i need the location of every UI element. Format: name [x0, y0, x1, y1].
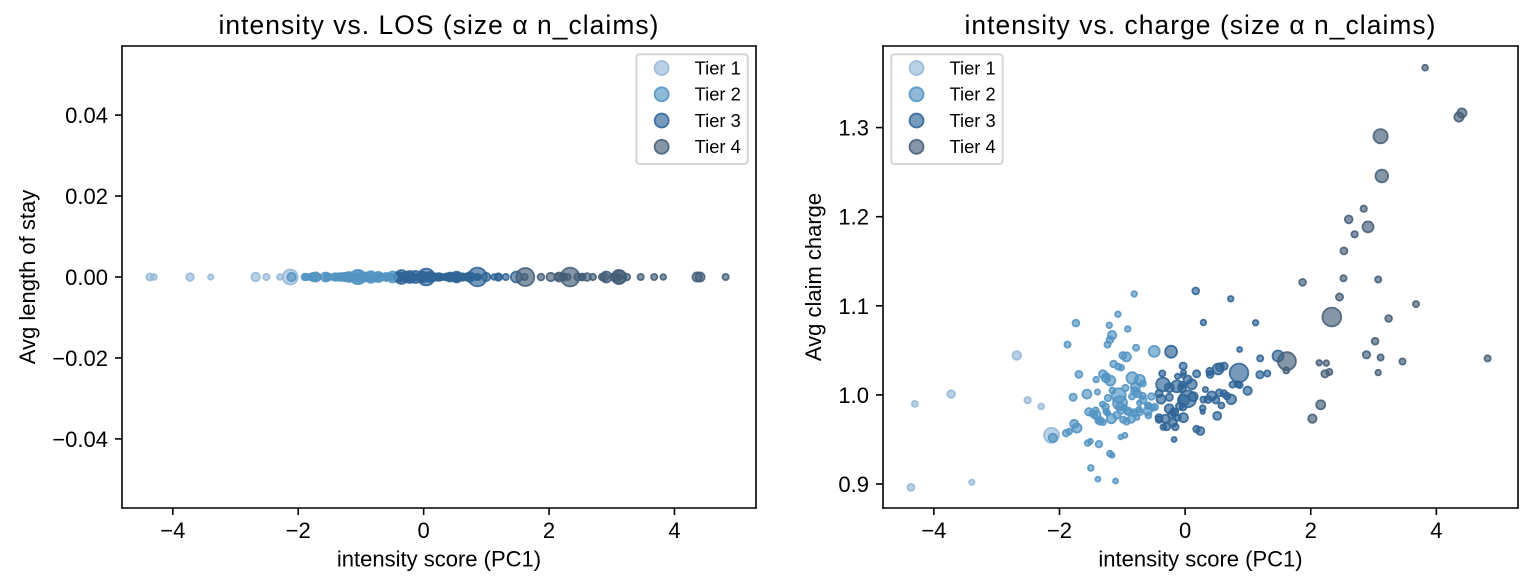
svg-text:Tier 2: Tier 2 — [950, 84, 996, 105]
svg-text:0.02: 0.02 — [65, 184, 108, 209]
svg-text:−0.02: −0.02 — [52, 346, 108, 371]
svg-text:Avg length of stay: Avg length of stay — [15, 190, 40, 365]
svg-text:Tier 4: Tier 4 — [695, 136, 741, 157]
svg-text:intensity vs. charge (size α n: intensity vs. charge (size α n_claims) — [964, 10, 1436, 40]
svg-text:2: 2 — [543, 518, 555, 543]
svg-text:0: 0 — [418, 518, 430, 543]
svg-text:Tier 3: Tier 3 — [695, 110, 741, 131]
svg-text:Tier 3: Tier 3 — [950, 110, 996, 131]
svg-text:−4: −4 — [921, 518, 946, 543]
svg-text:−4: −4 — [160, 518, 185, 543]
svg-text:0: 0 — [1179, 518, 1191, 543]
svg-text:1.2: 1.2 — [838, 205, 869, 230]
svg-text:4: 4 — [668, 518, 680, 543]
svg-text:0.9: 0.9 — [838, 472, 869, 497]
svg-text:1.3: 1.3 — [838, 116, 869, 141]
svg-text:Tier 1: Tier 1 — [950, 57, 996, 78]
svg-text:Tier 1: Tier 1 — [695, 57, 741, 78]
svg-text:1.1: 1.1 — [838, 294, 869, 319]
svg-text:Avg claim charge: Avg claim charge — [801, 193, 826, 361]
svg-text:Tier 4: Tier 4 — [950, 136, 996, 157]
svg-text:2: 2 — [1305, 518, 1317, 543]
svg-text:intensity score (PC1): intensity score (PC1) — [337, 546, 541, 571]
svg-text:4: 4 — [1430, 518, 1442, 543]
svg-text:Tier 2: Tier 2 — [695, 84, 741, 105]
svg-text:intensity vs. LOS (size α n_cl: intensity vs. LOS (size α n_claims) — [218, 10, 659, 40]
svg-text:−2: −2 — [1047, 518, 1072, 543]
svg-text:0.00: 0.00 — [65, 265, 108, 290]
svg-text:0.04: 0.04 — [65, 103, 108, 128]
svg-text:1.0: 1.0 — [838, 383, 869, 408]
svg-text:−2: −2 — [286, 518, 311, 543]
svg-text:intensity score (PC1): intensity score (PC1) — [1098, 546, 1302, 571]
svg-text:−0.04: −0.04 — [52, 427, 108, 452]
